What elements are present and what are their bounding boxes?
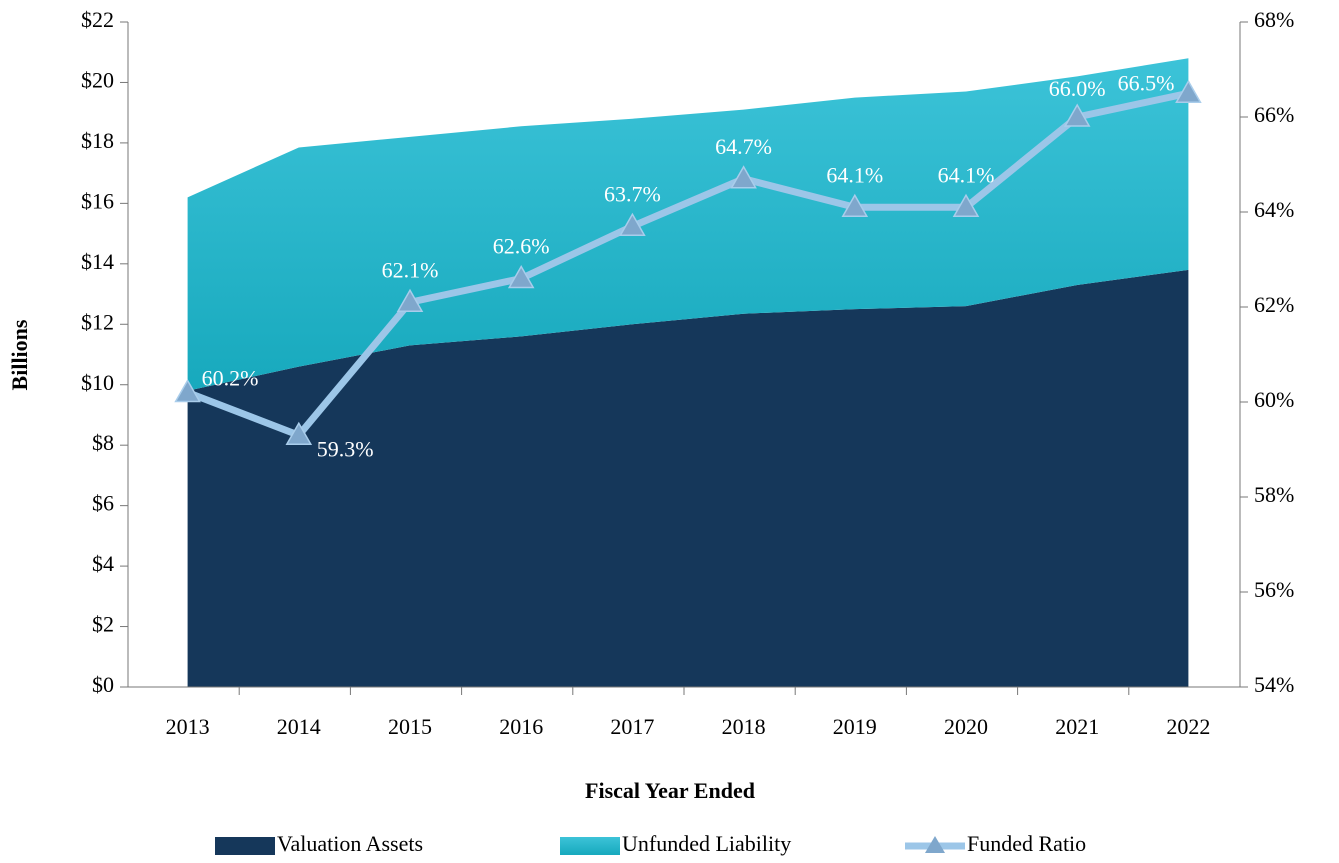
y-tick-label: $20: [81, 68, 114, 93]
x-tick-label: 2015: [388, 714, 432, 739]
y2-tick-label: 64%: [1254, 197, 1294, 222]
legend-swatch: [215, 837, 275, 855]
data-label: 66.5%: [1118, 70, 1175, 95]
y-tick-label: $12: [81, 309, 114, 334]
data-label: 60.2%: [202, 366, 259, 391]
y2-tick-label: 66%: [1254, 102, 1294, 127]
marker: [174, 378, 201, 403]
legend-marker: [925, 836, 945, 853]
x-tick-label: 2018: [722, 714, 766, 739]
data-label: 64.7%: [715, 134, 772, 159]
data-label: 62.1%: [382, 257, 439, 282]
marker: [730, 165, 757, 189]
x-tick-label: 2020: [944, 714, 988, 739]
y-tick-label: $18: [81, 128, 114, 153]
x-tick-label: 2016: [499, 714, 543, 739]
marker: [952, 193, 980, 217]
y-tick-label: $14: [81, 249, 114, 274]
marker: [841, 193, 869, 217]
area: [187, 269, 1189, 687]
marker: [285, 421, 313, 445]
legend-label: Unfunded Liability: [622, 831, 791, 856]
y-tick-label: $4: [92, 551, 114, 576]
data-label: 66.0%: [1049, 76, 1106, 101]
x-axis-title: Fiscal Year Ended: [585, 778, 755, 803]
y2-tick-label: 60%: [1254, 387, 1294, 412]
data-label: 63.7%: [604, 181, 661, 206]
y-tick-label: $16: [81, 188, 114, 213]
marker: [619, 212, 646, 236]
y-tick-label: $8: [92, 430, 114, 455]
y2-tick-label: 62%: [1254, 292, 1294, 317]
marker: [507, 264, 535, 289]
y-axis-title: Billions: [7, 319, 32, 390]
area: [187, 58, 1189, 391]
marker: [1063, 103, 1091, 127]
line: [186, 89, 1190, 439]
data-label: 64.1%: [938, 162, 995, 187]
y2-tick-label: 58%: [1254, 482, 1294, 507]
y2-tick-label: 56%: [1254, 577, 1294, 602]
legend-swatch: [560, 837, 620, 855]
y-tick-label: $22: [81, 7, 114, 32]
x-tick-label: 2021: [1055, 714, 1099, 739]
data-label: 62.6%: [493, 234, 550, 259]
data-label: 59.3%: [317, 436, 374, 461]
marker: [1175, 79, 1202, 103]
y-tick-label: $0: [92, 672, 114, 697]
areas: [187, 58, 1189, 687]
legend-label: Funded Ratio: [967, 831, 1086, 856]
x-tick-label: 2022: [1166, 714, 1210, 739]
y-tick-label: $10: [81, 370, 114, 395]
legend-label: Valuation Assets: [277, 831, 423, 856]
x-tick-label: 2013: [166, 714, 210, 739]
data-label: 64.1%: [826, 162, 883, 187]
y-tick-label: $6: [92, 491, 114, 516]
x-tick-label: 2014: [277, 714, 321, 739]
x-tick-label: 2019: [833, 714, 877, 739]
y2-tick-label: 54%: [1254, 672, 1294, 697]
x-tick-label: 2017: [610, 714, 654, 739]
y2-tick-label: 68%: [1254, 7, 1294, 32]
y-tick-label: $2: [92, 612, 114, 637]
marker: [396, 288, 424, 312]
